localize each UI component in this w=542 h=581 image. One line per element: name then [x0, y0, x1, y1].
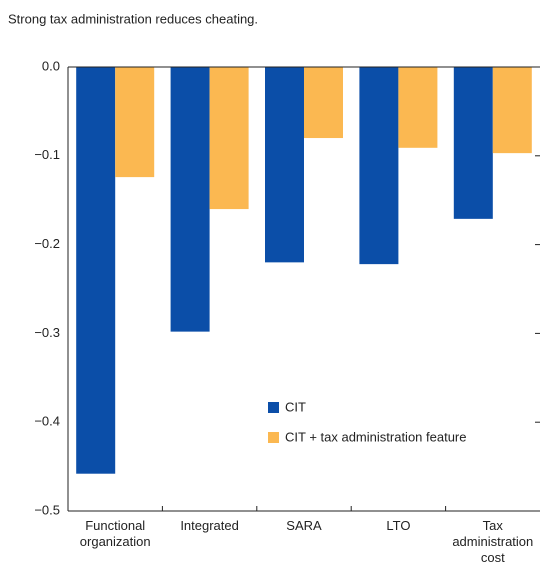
x-tick-label: Tax administration cost: [452, 518, 533, 565]
legend-swatch: [268, 432, 279, 443]
bar: [170, 67, 210, 332]
y-tick-label: −0.1: [34, 147, 60, 162]
y-tick-label: −0.4: [34, 414, 60, 429]
legend-swatch: [268, 402, 279, 413]
legend-label: CIT: [285, 399, 306, 414]
bar: [453, 67, 493, 219]
legend-label: CIT + tax administration feature: [285, 429, 467, 444]
y-tick-label: 0.0: [42, 58, 60, 73]
x-tick-label: LTO: [386, 518, 410, 533]
x-tick-label: Functional organization: [80, 518, 151, 549]
bar: [359, 67, 399, 265]
bar: [76, 67, 116, 474]
x-tick-label: Integrated: [180, 518, 239, 533]
bar: [492, 67, 532, 154]
bar: [265, 67, 304, 263]
bar: [304, 67, 343, 139]
y-tick-label: −0.3: [34, 325, 60, 340]
bar: [115, 67, 155, 178]
bar: [398, 67, 438, 148]
chart-title: Strong tax administration reduces cheati…: [8, 11, 258, 26]
x-tick-label: SARA: [286, 518, 322, 533]
y-tick-label: −0.5: [34, 502, 60, 517]
bar: [209, 67, 249, 210]
y-tick-label: −0.2: [34, 236, 60, 251]
